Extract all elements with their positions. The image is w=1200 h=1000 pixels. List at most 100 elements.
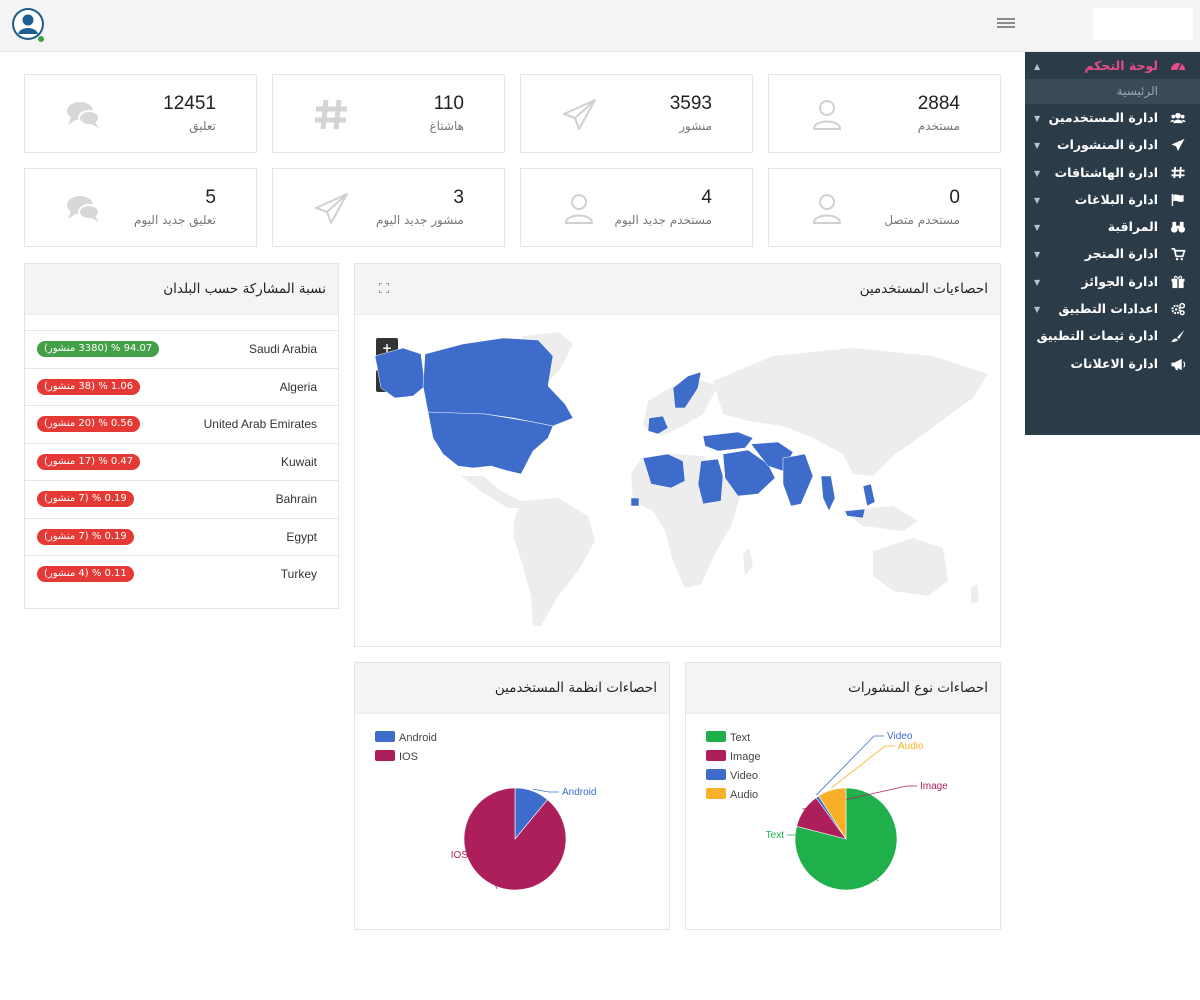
- stat-value: 4: [701, 187, 712, 208]
- sidebar-subitem-home[interactable]: الرئيسية: [1025, 79, 1200, 104]
- stat-value: 3593: [669, 93, 712, 114]
- pie-data-label: IOS: [451, 850, 469, 861]
- os-stats-panel-title: احصاءات انظمة المستخدمين: [494, 680, 657, 696]
- post-type-stats-panel-header: احصاءات نوع المنشورات: [686, 663, 1000, 714]
- pie-data-label: Video: [887, 731, 913, 742]
- caret-down-icon: ▼: [1034, 114, 1041, 123]
- country-row: Kuwait 0.47 % (17 منشور): [25, 442, 339, 481]
- sidebar-item-label: ادارة الاعلانات: [1070, 355, 1158, 371]
- expand-icon[interactable]: [379, 283, 389, 293]
- post-type-stats-panel-title: احصاءات نوع المنشورات: [848, 680, 988, 696]
- pie-slice-text[interactable]: [794, 787, 898, 891]
- legend-item[interactable]: Image: [706, 750, 761, 763]
- country-name: Egypt: [286, 529, 317, 544]
- sidebar-item-label: لوحة التحكم: [1084, 58, 1158, 73]
- country-name: United Arab Emirates: [203, 417, 317, 431]
- comments-icon: [67, 196, 100, 222]
- legend-item[interactable]: IOS: [375, 750, 418, 763]
- hashtag-icon: [315, 99, 347, 130]
- sidebar-item-label: ادارة الهاشتاقات: [1054, 164, 1158, 180]
- stat-card: 4 مستخدم جديد اليوم: [520, 168, 753, 247]
- stat-card: 2884 مستخدم: [768, 74, 1001, 153]
- country-share-badge: 1.06 % (38 منشور): [37, 378, 141, 395]
- stat-label: تعليق جديد اليوم: [134, 213, 216, 227]
- country-name: Turkey: [280, 567, 317, 581]
- sidebar-item-cogs[interactable]: اعدادات التطبيق ▼: [1025, 295, 1200, 322]
- country-row: Egypt 0.19 % (7 منشور): [25, 517, 339, 556]
- caret-down-icon: ▼: [1034, 195, 1041, 205]
- legend-item[interactable]: Audio: [706, 788, 758, 801]
- stat-value: 3: [453, 187, 464, 208]
- sidebar-item-dashboard[interactable]: لوحة التحكم ▲: [1025, 52, 1200, 79]
- caret-down-icon: ▼: [1034, 168, 1041, 178]
- legend-label: Image: [730, 751, 761, 763]
- stat-label: مستخدم جديد اليوم: [614, 213, 712, 227]
- binoculars-icon: [1171, 222, 1185, 233]
- country-row: Bahrain 0.19 % (7 منشور): [25, 480, 339, 518]
- world-map[interactable]: [373, 326, 993, 636]
- sidebar-item-megaphone[interactable]: ادارة الاعلانات: [1025, 350, 1200, 377]
- stat-card: 12451 تعليق: [24, 74, 257, 153]
- map-panel: احصاءيات المستخدمين + −: [354, 263, 1001, 647]
- stat-card: 3 منشور جديد اليوم: [272, 168, 505, 247]
- pie-label-line: [532, 788, 559, 793]
- os-pie-chart[interactable]: Android IOS: [355, 715, 669, 929]
- country-share-badge: 0.11 % (4 منشور): [37, 566, 134, 582]
- sidebar-item-users[interactable]: ادارة المستخدمين ▼: [1025, 104, 1200, 131]
- stat-label: منشور: [679, 119, 712, 133]
- sidebar-item-flag[interactable]: ادارة البلاغات ▼: [1025, 186, 1200, 213]
- stat-value: 5: [205, 187, 216, 208]
- hamburger-icon[interactable]: [997, 16, 1015, 32]
- caret-down-icon: ▼: [1034, 223, 1041, 233]
- legend-swatch: [375, 731, 395, 742]
- countries-panel-header: نسبة المشاركة حسب البلدان: [25, 264, 338, 315]
- legend-label: Text: [730, 732, 751, 744]
- pie-slice-ios[interactable]: [463, 787, 567, 891]
- sidebar-item-label: ادارة البلاغات: [1074, 191, 1158, 207]
- pie-data-label: Image: [920, 781, 948, 792]
- os-stats-panel-header: احصاءات انظمة المستخدمين: [355, 663, 669, 714]
- legend-item[interactable]: Text: [706, 731, 750, 744]
- comments-icon: [67, 102, 100, 128]
- sidebar-item-binoculars[interactable]: المراقبة ▼: [1025, 213, 1200, 240]
- stat-label: منشور جديد اليوم: [376, 213, 464, 227]
- pie-slice-audio[interactable]: [818, 787, 847, 841]
- stat-label: هاشتاغ: [429, 119, 464, 133]
- paper-plane-icon: [563, 99, 596, 130]
- post-type-stats-panel: احصاءات نوع المنشورات Text Image Video Audi…: [685, 662, 1001, 930]
- country-share-badge: 0.19 % (7 منشور): [37, 491, 134, 507]
- sidebar-item-paper-plane[interactable]: ادارة المنشورات ▼: [1025, 131, 1200, 158]
- countries-panel: نسبة المشاركة حسب البلدان Saudi Arabia 94…: [24, 263, 339, 609]
- user-avatar-icon[interactable]: [11, 7, 47, 43]
- pie-data-label: Text: [766, 830, 785, 841]
- stat-label: مستخدم: [917, 119, 960, 133]
- caret-down-icon: ▼: [1034, 305, 1041, 315]
- pie-label-line: [815, 735, 884, 796]
- country-row: Algeria 1.06 % (38 منشور): [25, 367, 339, 406]
- logo-area: [1093, 8, 1193, 40]
- sidebar: لوحة التحكم ▲ الرئيسية ادارة المستخدمين ▼…: [1025, 52, 1200, 435]
- cart-icon: [1171, 248, 1186, 261]
- country-share-badge: 0.56 % (20 منشور): [37, 416, 141, 432]
- sidebar-item-paint-brush[interactable]: ادارة ثيمات التطبيق: [1025, 322, 1200, 349]
- legend-item[interactable]: Video: [706, 769, 758, 782]
- countries-panel-title: نسبة المشاركة حسب البلدان: [163, 281, 326, 297]
- top-bar: [0, 0, 1200, 52]
- legend-item[interactable]: Android: [375, 731, 437, 744]
- country-share-badge: 94.07 % (3380 منشور): [37, 341, 160, 357]
- sidebar-item-cart[interactable]: ادارة المتجر ▼: [1025, 240, 1200, 267]
- country-row: United Arab Emirates 0.56 % (20 منشور): [25, 405, 339, 443]
- sidebar-menu-list: ادارة المستخدمين ▼ ادارة المنشورات ▼ ادارة ا…: [1025, 104, 1200, 377]
- legend-swatch: [706, 788, 726, 799]
- megaphone-icon: [1171, 358, 1186, 370]
- stat-card: 3593 منشور: [520, 74, 753, 153]
- map-panel-title: احصاءيات المستخدمين: [859, 281, 988, 297]
- stat-value: 2884: [917, 93, 960, 114]
- user-icon: [812, 100, 842, 130]
- gift-icon: [1171, 275, 1185, 288]
- pie-data-label: Audio: [898, 741, 924, 752]
- sidebar-item-hashtag[interactable]: ادارة الهاشتاقات ▼: [1025, 159, 1200, 186]
- sidebar-item-gift[interactable]: ادارة الجوائز ▼: [1025, 268, 1200, 295]
- sidebar-item-label: ادارة المستخدمين: [1048, 110, 1158, 125]
